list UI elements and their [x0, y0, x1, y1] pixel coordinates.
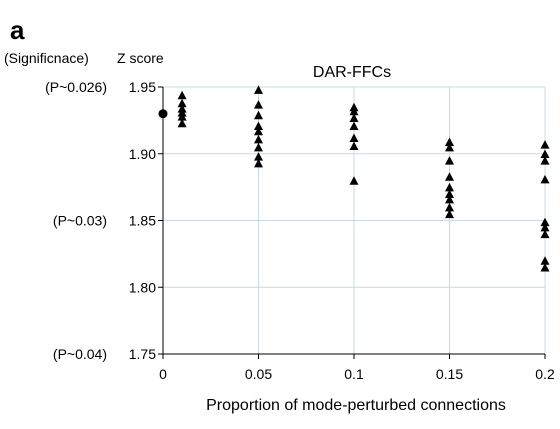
- significance-labels: (P~0.026) (P~0.03) (P~0.04): [45, 79, 107, 362]
- triangle-data-point: [540, 149, 550, 158]
- y-tick-label: 1.80: [129, 279, 156, 295]
- triangle-data-point: [540, 262, 550, 272]
- y-axis-label: Z score: [117, 50, 164, 66]
- y-tick-label: 1.85: [129, 213, 156, 229]
- y-tick-label: 1.95: [129, 79, 156, 95]
- triangle-data-point: [445, 182, 454, 192]
- triangle-data-point: [254, 110, 263, 120]
- triangle-data-point: [445, 194, 454, 204]
- triangle-data-point: [540, 256, 550, 265]
- triangle-data-point: [540, 217, 550, 227]
- x-tick-label: 0: [159, 366, 167, 382]
- axes: [158, 86, 546, 359]
- triangle-data-point: [445, 142, 454, 152]
- triangle-data-point: [445, 172, 454, 181]
- triangle-data-point: [254, 100, 263, 109]
- triangle-data-point: [177, 112, 187, 121]
- triangle-data-point: [540, 156, 550, 165]
- triangle-data-point: [349, 106, 359, 116]
- triangle-data-point: [349, 113, 359, 122]
- triangle-data-point: [540, 174, 550, 184]
- significance-label: (P~0.04): [53, 346, 107, 362]
- triangle-data-point: [349, 133, 359, 142]
- y-tick-label: 1.75: [129, 346, 156, 362]
- significance-header: (Significnace): [4, 50, 89, 66]
- y-tick-labels: 1.75 1.80 1.85 1.90 1.95: [129, 79, 156, 362]
- y-tick-label: 1.90: [129, 146, 156, 162]
- triangle-data-point: [540, 229, 550, 239]
- triangle-data-point: [177, 98, 187, 108]
- triangle-data-point: [445, 137, 454, 146]
- triangle-data-point: [445, 156, 454, 165]
- significance-label: (P~0.026): [45, 79, 107, 95]
- triangle-data-point: [254, 126, 263, 136]
- triangle-data-point: [177, 90, 187, 100]
- triangle-data-point: [254, 142, 263, 152]
- x-tick-label: 0.05: [245, 366, 272, 382]
- x-tick-label: 0.15: [436, 366, 463, 382]
- triangle-data-point: [349, 176, 359, 185]
- triangle-data-point: [445, 189, 454, 199]
- grid: [163, 86, 546, 354]
- data-points: [158, 85, 550, 272]
- panel-letter: a: [10, 15, 25, 45]
- triangle-data-point: [540, 140, 550, 149]
- x-tick-label: 0.1: [344, 366, 364, 382]
- triangle-data-point: [540, 222, 550, 232]
- x-axis-label: Proportion of mode-perturbed connections: [206, 397, 506, 414]
- x-tick-labels: 0 0.05 0.1 0.15 0.2: [159, 366, 555, 382]
- triangle-data-point: [254, 85, 263, 94]
- triangle-data-point: [349, 121, 359, 130]
- triangle-data-point: [445, 202, 454, 212]
- triangle-data-point: [254, 121, 263, 130]
- chart-title: DAR-FFCs: [313, 64, 391, 81]
- triangle-data-point: [254, 152, 263, 161]
- triangle-data-point: [349, 141, 359, 150]
- triangle-data-point: [445, 209, 454, 219]
- triangle-data-point: [177, 118, 187, 128]
- x-tick-label: 0.2: [535, 366, 555, 382]
- reference-circle-point: [158, 109, 168, 119]
- significance-label: (P~0.03): [53, 213, 107, 229]
- triangle-data-point: [254, 158, 263, 168]
- triangle-data-point: [254, 134, 263, 144]
